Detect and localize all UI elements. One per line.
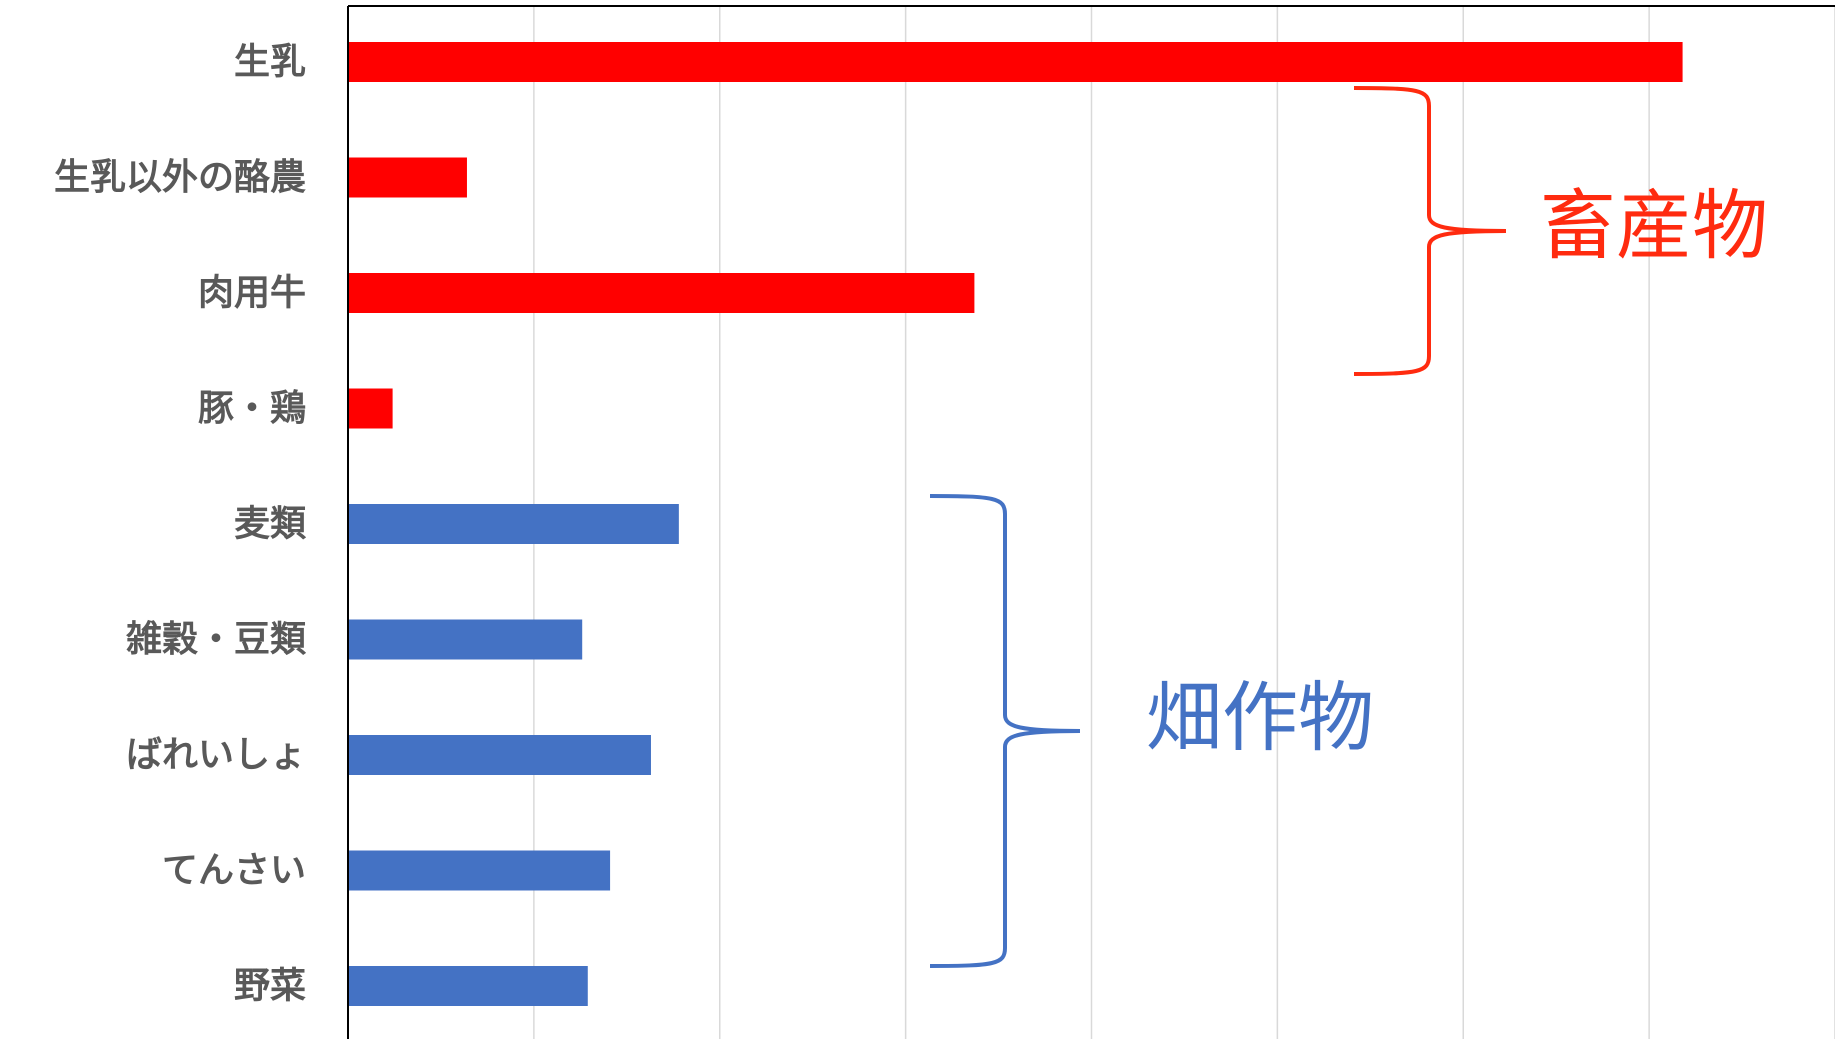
bar	[349, 735, 651, 775]
group-annotations: 畜産物 畑作物	[929, 86, 1768, 968]
field-crops-group-label: 畑作物	[1146, 673, 1374, 762]
bar	[349, 388, 393, 429]
axes	[347, 5, 1835, 1039]
bar	[349, 850, 611, 891]
gridlines	[533, 6, 1835, 1039]
bar	[349, 42, 1683, 82]
category-label: 生乳	[234, 42, 306, 83]
category-label: 雑穀・豆類	[125, 619, 307, 660]
bars	[349, 42, 1683, 1006]
category-label: 野菜	[234, 966, 306, 1007]
bar	[349, 157, 467, 198]
bar	[349, 273, 975, 313]
category-label: ばれいしょ	[126, 735, 306, 776]
category-label: 肉用牛	[198, 273, 306, 314]
category-label: 麦類	[234, 504, 307, 545]
category-label: 生乳以外の酪農	[54, 157, 306, 198]
category-label: 豚・鶏	[198, 388, 306, 429]
category-label: てんさい	[162, 850, 306, 891]
livestock-brace	[1353, 86, 1507, 376]
livestock-group-label: 畜産物	[1540, 181, 1768, 270]
field-crops-brace	[929, 494, 1081, 968]
bar	[349, 966, 588, 1006]
bar	[349, 619, 583, 660]
bar	[349, 504, 679, 544]
